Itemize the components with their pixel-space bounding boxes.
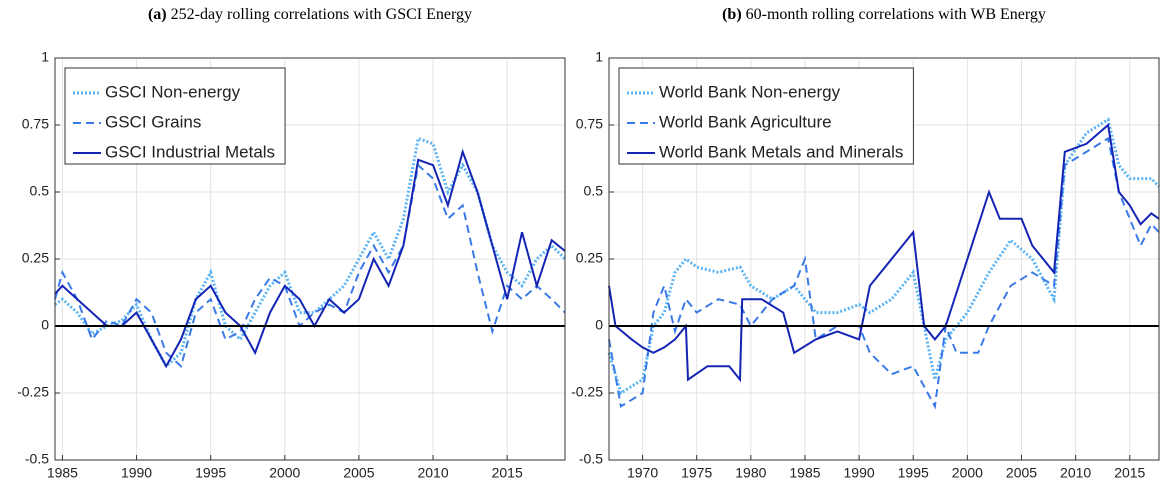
x-tick-label: 1970 [627, 465, 658, 481]
y-tick-label: -0.5 [579, 451, 603, 467]
y-tick-label: 0.5 [30, 183, 50, 199]
legend-label: GSCI Non-energy [105, 82, 241, 101]
x-tick-label: 1995 [195, 465, 226, 481]
x-tick-label: 1985 [47, 465, 78, 481]
chart-title: (a) 252-day rolling correlations with GS… [148, 6, 472, 23]
x-tick-label: 2015 [1114, 465, 1145, 481]
legend-label: World Bank Metals and Minerals [659, 142, 903, 161]
legend-box [618, 67, 914, 165]
y-tick-label: 0.5 [584, 183, 604, 199]
series-line [608, 136, 1160, 410]
legend-label: GSCI Grains [105, 112, 201, 131]
x-tick-label: 2005 [343, 465, 374, 481]
series-line [608, 123, 1160, 383]
legend-label: World Bank Agriculture [659, 112, 832, 131]
x-tick-label: 1990 [121, 465, 152, 481]
chart-title: (b) 60-month rolling correlations with W… [722, 6, 1046, 23]
legend: World Bank Non-energy World Bank Agricult… [618, 67, 914, 165]
y-tick-label: 0.75 [576, 116, 603, 132]
y-tick-label: 0 [41, 317, 49, 333]
title-text: 252-day rolling correlations with GSCI E… [171, 6, 472, 23]
x-tick-label: 2005 [1006, 465, 1037, 481]
x-tick-label: 2000 [269, 465, 300, 481]
x-tick-label: 1990 [844, 465, 875, 481]
y-tick-label: 0.25 [22, 250, 49, 266]
y-tick-label: -0.25 [571, 384, 603, 400]
y-tick-label: -0.25 [17, 384, 49, 400]
y-tick-label: 0.25 [576, 250, 603, 266]
legend: GSCI Non-energy GSCI Grains GSCI Industria… [64, 67, 286, 165]
x-tick-label: 2010 [417, 465, 448, 481]
y-tick-label: 0 [595, 317, 603, 333]
x-tick-label: 2000 [952, 465, 983, 481]
y-tick-label: 1 [595, 49, 603, 65]
panel: -0.5 -0.25 0 0.25 0.5 0.75 1 1970 1975 1980 1985 19… [571, 6, 1160, 481]
title-text: 60-month rolling correlations with WB En… [746, 6, 1046, 23]
series-line [607, 117, 1160, 396]
panel-label: (b) [722, 6, 742, 23]
x-tick-label: 1995 [898, 465, 929, 481]
panel-label: (a) [148, 6, 167, 23]
panel: -0.5 -0.25 0 0.25 0.5 0.75 1 1985 1990 1995 2000 20… [17, 6, 567, 481]
series-line [54, 148, 566, 369]
y-tick-label: 1 [41, 49, 49, 65]
y-tick-label: -0.5 [25, 451, 49, 467]
series-line [54, 163, 566, 369]
x-tick-label: 1985 [789, 465, 820, 481]
series-line [54, 136, 567, 369]
x-tick-label: 2015 [492, 465, 523, 481]
x-tick-label: 1980 [735, 465, 766, 481]
y-tick-label: 0.75 [22, 116, 49, 132]
legend-label: GSCI Industrial Metals [105, 142, 275, 161]
x-tick-label: 1975 [681, 465, 712, 481]
legend-box [64, 67, 286, 165]
axes-box [608, 57, 1160, 461]
axes-box [54, 57, 566, 461]
x-tick-label: 2010 [1060, 465, 1091, 481]
legend-label: World Bank Non-energy [659, 82, 841, 101]
